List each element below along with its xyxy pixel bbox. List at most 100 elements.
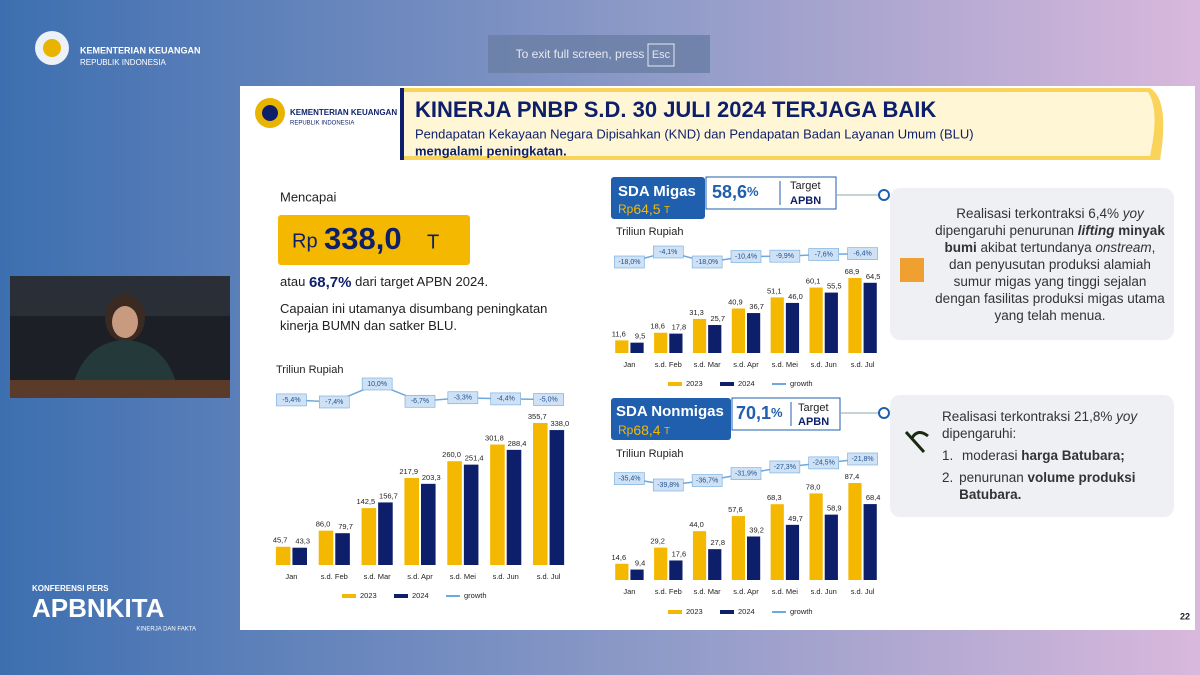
bar-value-label: 31,3 [689,308,704,317]
note-text: , dan penyusutan produksi alamiah sumur … [935,240,1165,323]
growth-label: -10,4% [735,253,757,260]
bar [292,547,307,565]
nonmigas-amount-line: Rp68,4 T [618,422,670,438]
migas-name: SDA Migas [618,183,696,200]
growth-pill [652,478,684,492]
migas-card [890,188,1174,340]
growth-label: -18,0% [618,259,640,266]
item-text: moderasi [962,448,1022,463]
bar-value-label: 355,7 [528,412,547,421]
growth-pill [361,377,393,391]
item-bold: harga Batubara; [1021,448,1125,463]
bar [747,313,761,353]
bar-value-label: 60,1 [806,277,821,286]
growth-pill [691,255,723,269]
growth-label: -4,4% [497,396,515,403]
bar-value-label: 156,7 [379,491,398,500]
nonmigas-note: Realisasi terkontraksi 21,8% yoy dipenga… [942,408,1167,503]
slide-logo-subtext: REPUBLIK INDONESIA [290,121,354,127]
bar-value-label: 142,5 [356,497,375,506]
bar-value-label: 79,7 [338,522,353,531]
legend-label: 2023 [686,379,703,388]
nonmigas-amount: 68,4 [633,422,660,438]
x-tick-label: Jan [285,572,297,581]
bar-value-label: 68,3 [767,493,782,502]
oil-icon [900,258,924,282]
bar [654,547,668,580]
header-divider [400,88,404,160]
bar-value-label: 87,4 [845,472,860,481]
summary-lead: Mencapai [280,189,336,204]
growth-label: -7,4% [325,399,343,406]
bar [549,430,565,565]
growth-pill [808,456,840,470]
bar [731,308,745,353]
legend-label: 2023 [686,607,703,616]
growth-pill [404,394,436,408]
legend-label: 2024 [412,591,429,600]
pickaxe-icon [904,430,929,454]
video-person-face [112,306,138,338]
bar-value-label: 68,4 [866,493,881,502]
bar [490,444,505,565]
bar-value-label: 17,8 [672,323,687,332]
x-tick-label: s.d. Mei [450,572,477,581]
bar [669,333,683,353]
growth-label: -24,5% [813,460,835,467]
unit-label: Triliun Rupiah [616,448,683,460]
growth-label: -9,9% [776,253,794,260]
growth-label: -3,3% [454,395,472,402]
note-bold-italic: lifting [1077,223,1115,238]
growth-pill [769,460,801,474]
bar [275,546,291,565]
bar-value-label: 17,6 [672,549,687,558]
slide-subtitle-bold: mengalami peningkatan. [415,143,567,158]
x-tick-label: s.d. Feb [655,587,682,596]
slide-logo-text: KEMENTERIAN KEUANGAN [290,108,397,117]
item-bold: volume produksi Batubara. [959,470,1136,502]
x-tick-label: s.d. Apr [733,360,759,369]
bar [863,504,877,580]
migas-currency: Rp [618,202,634,216]
migas-share-line: 58,6% [712,182,759,202]
bar [447,461,462,565]
legend-label: growth [790,379,813,388]
bar-value-label: 217,9 [399,467,418,476]
esc-key-box [647,43,675,67]
x-tick-label: s.d. Mar [364,572,392,581]
target-suffix: dari target APBN 2024. [355,274,488,289]
bar-value-label: 338,0 [550,419,569,428]
bar-value-label: 36,7 [749,302,764,311]
legend-label: 2023 [360,591,377,600]
bar-value-label: 68,9 [845,267,860,276]
note-italic: onstream [1095,240,1152,255]
bar-value-label: 9,4 [635,559,645,568]
bar-value-label: 49,7 [788,514,803,523]
bar [785,302,800,353]
event-label: KONFERENSI PERS [32,584,109,593]
bar-value-label: 78,0 [806,482,821,491]
bar [848,278,862,353]
x-tick-label: Jan [623,587,635,596]
x-tick-label: s.d. Jul [851,587,875,596]
migas-tag [611,177,705,219]
bar-value-label: 251,4 [465,454,484,463]
x-tick-label: s.d. Feb [321,572,348,581]
nonmigas-target-label: Target [798,402,829,414]
fullscreen-popup [488,35,710,73]
video-desk [10,380,230,398]
migas-share: 58,6 [712,182,747,202]
legend-label: growth [790,607,813,616]
bar [654,332,668,353]
legend-swatch [720,382,734,386]
x-tick-label: s.d. Jul [851,360,875,369]
note-text: Realisasi terkontraksi 6,4% [956,206,1123,221]
bar-value-label: 43,3 [295,537,310,546]
bar-value-label: 18,6 [650,322,665,331]
bar [785,524,800,580]
x-tick-label: s.d. Jul [537,572,561,581]
migas-connector-dot [878,189,890,201]
note-text: dipengaruhi penurunan [935,223,1078,238]
bar [421,483,436,565]
